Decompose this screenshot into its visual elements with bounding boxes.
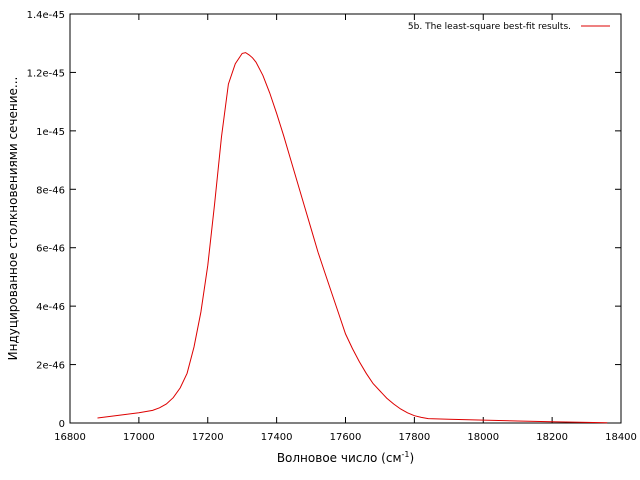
x-tick-label: 17400: [261, 432, 293, 443]
x-tick-label: 17000: [123, 432, 155, 443]
y-tick-label: 1.2e-45: [27, 68, 65, 79]
legend: 5b. The least-square best-fit results.: [408, 22, 610, 32]
y-tick-label: 6e-46: [36, 244, 65, 255]
x-tick-label: 18200: [536, 432, 568, 443]
x-tick-label: 17200: [192, 432, 224, 443]
y-tick-label: 2e-46: [36, 361, 65, 372]
y-axis-label: Индуцированное столкновениями сечение...: [6, 77, 20, 361]
y-tick-label: 1e-45: [36, 127, 65, 138]
axis-tick-labels: 16800 17000 17200 17400 17600 17800 18000 18200…: [27, 10, 637, 443]
axis-ticks: [69, 13, 622, 424]
x-axis-label-base: Волновое число (см: [277, 451, 402, 465]
series-line: [97, 52, 608, 424]
x-tick-label: 16800: [54, 432, 86, 443]
x-tick-label: 18000: [467, 432, 499, 443]
x-tick-label: 18400: [605, 432, 637, 443]
y-tick-label: 4e-46: [36, 302, 65, 313]
x-tick-label: 17600: [330, 432, 362, 443]
y-tick-label: 0: [59, 419, 65, 430]
x-axis-label: Волновое число (см-1): [277, 450, 414, 465]
legend-label: 5b. The least-square best-fit results.: [408, 22, 571, 32]
y-tick-label: 1.4e-45: [27, 10, 65, 21]
series-layer: [97, 52, 608, 424]
plot-frame: [69, 13, 622, 424]
y-tick-label: 8e-46: [36, 185, 65, 196]
x-axis-label-superscript: -1: [402, 450, 410, 459]
x-axis-label-end: ): [409, 451, 414, 465]
x-tick-label: 17800: [398, 432, 430, 443]
